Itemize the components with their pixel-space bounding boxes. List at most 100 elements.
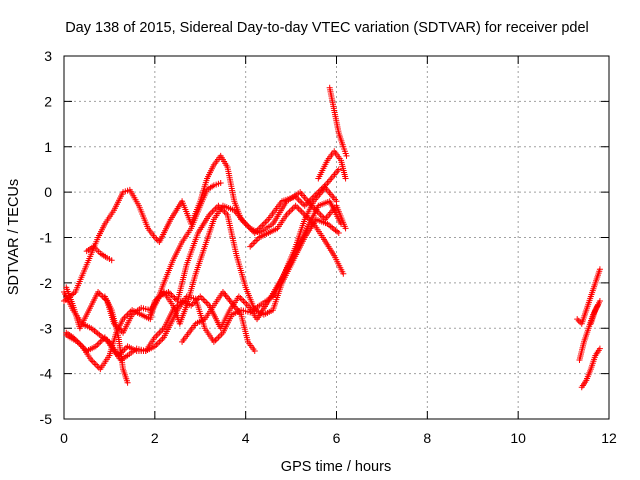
data-point	[94, 363, 101, 370]
y-tick-label: 1	[44, 139, 52, 155]
data-point	[153, 332, 160, 339]
data-point	[286, 208, 293, 215]
data-point	[317, 211, 324, 218]
data-point	[124, 379, 131, 386]
data-point	[340, 270, 347, 277]
chart-title: Day 138 of 2015, Sidereal Day-to-day VTE…	[65, 20, 589, 36]
data-point	[294, 204, 301, 211]
y-tick-label: -2	[40, 275, 53, 291]
data-point	[157, 337, 164, 344]
data-point	[216, 332, 223, 339]
data-point	[201, 298, 208, 305]
data-point	[338, 220, 345, 227]
data-marks	[61, 84, 603, 391]
data-point	[98, 291, 105, 298]
data-point	[298, 199, 305, 206]
data-point	[108, 257, 115, 264]
y-axis-label: SDTVAR / TECUs	[6, 179, 22, 295]
data-point	[154, 340, 161, 347]
x-axis-label: GPS time / hours	[281, 459, 391, 475]
data-point	[335, 166, 342, 173]
x-tick-label: 6	[333, 430, 341, 446]
data-point	[238, 296, 245, 303]
y-tick-label: -1	[40, 230, 53, 246]
data-series	[578, 345, 603, 391]
data-point	[574, 316, 581, 323]
data-point	[301, 202, 308, 209]
y-tick-label: -5	[40, 411, 53, 427]
x-tick-label: 2	[151, 430, 159, 446]
data-point	[342, 175, 349, 182]
data-series	[63, 184, 340, 364]
x-tick-label: 8	[423, 430, 431, 446]
data-point	[596, 266, 603, 273]
data-point	[207, 210, 214, 217]
data-point	[198, 295, 205, 301]
data-point	[333, 198, 340, 205]
data-series	[315, 148, 349, 182]
data-point	[342, 225, 349, 232]
y-tick-label: -4	[40, 366, 53, 382]
data-point	[91, 360, 98, 367]
data-point	[92, 361, 99, 368]
data-point	[154, 331, 161, 338]
data-point	[297, 207, 304, 214]
data-point	[123, 344, 130, 351]
data-point	[250, 240, 257, 247]
data-series	[83, 243, 115, 264]
data-series	[587, 298, 603, 327]
data-point	[156, 338, 163, 345]
data-point	[153, 236, 160, 243]
x-tick-label: 4	[242, 430, 250, 446]
data-point	[289, 205, 296, 212]
y-tick-label: 0	[44, 184, 52, 200]
data-series	[326, 84, 350, 159]
data-point	[209, 208, 216, 215]
data-point	[575, 317, 582, 324]
data-point	[200, 296, 207, 303]
data-point	[240, 298, 247, 305]
data-point	[77, 341, 84, 348]
data-point	[596, 345, 603, 352]
data-point	[203, 299, 210, 306]
data-series	[147, 180, 224, 318]
y-tick-label: 3	[44, 48, 52, 64]
data-point	[189, 301, 196, 308]
y-tick-label: 2	[44, 93, 52, 109]
x-tick-label: 10	[510, 430, 526, 446]
data-point	[213, 335, 220, 342]
data-point	[89, 358, 96, 365]
data-series	[247, 202, 347, 277]
data-point	[95, 340, 102, 347]
data-point	[171, 295, 178, 301]
data-point	[251, 239, 258, 246]
data-point	[248, 242, 255, 249]
data-point	[297, 198, 304, 205]
data-point	[241, 299, 248, 306]
y-tick-label: -3	[40, 320, 53, 336]
data-point	[288, 207, 295, 214]
data-point	[215, 334, 222, 341]
data-point	[298, 208, 305, 215]
data-series	[574, 266, 603, 327]
data-point	[244, 222, 251, 229]
data-point	[251, 347, 258, 354]
data-point	[263, 217, 270, 224]
data-point	[217, 180, 224, 187]
data-point	[295, 205, 302, 212]
data-point	[343, 152, 350, 159]
x-tick-label: 12	[601, 430, 617, 446]
data-point	[292, 202, 299, 209]
data-point	[596, 298, 603, 305]
x-tick-label: 0	[60, 430, 68, 446]
data-point	[156, 329, 163, 336]
data-series	[63, 202, 342, 336]
data-point	[247, 243, 254, 250]
data-point	[253, 237, 260, 244]
data-point	[285, 210, 292, 217]
data-point	[260, 220, 267, 227]
data-point	[262, 219, 269, 226]
data-series	[101, 293, 131, 386]
